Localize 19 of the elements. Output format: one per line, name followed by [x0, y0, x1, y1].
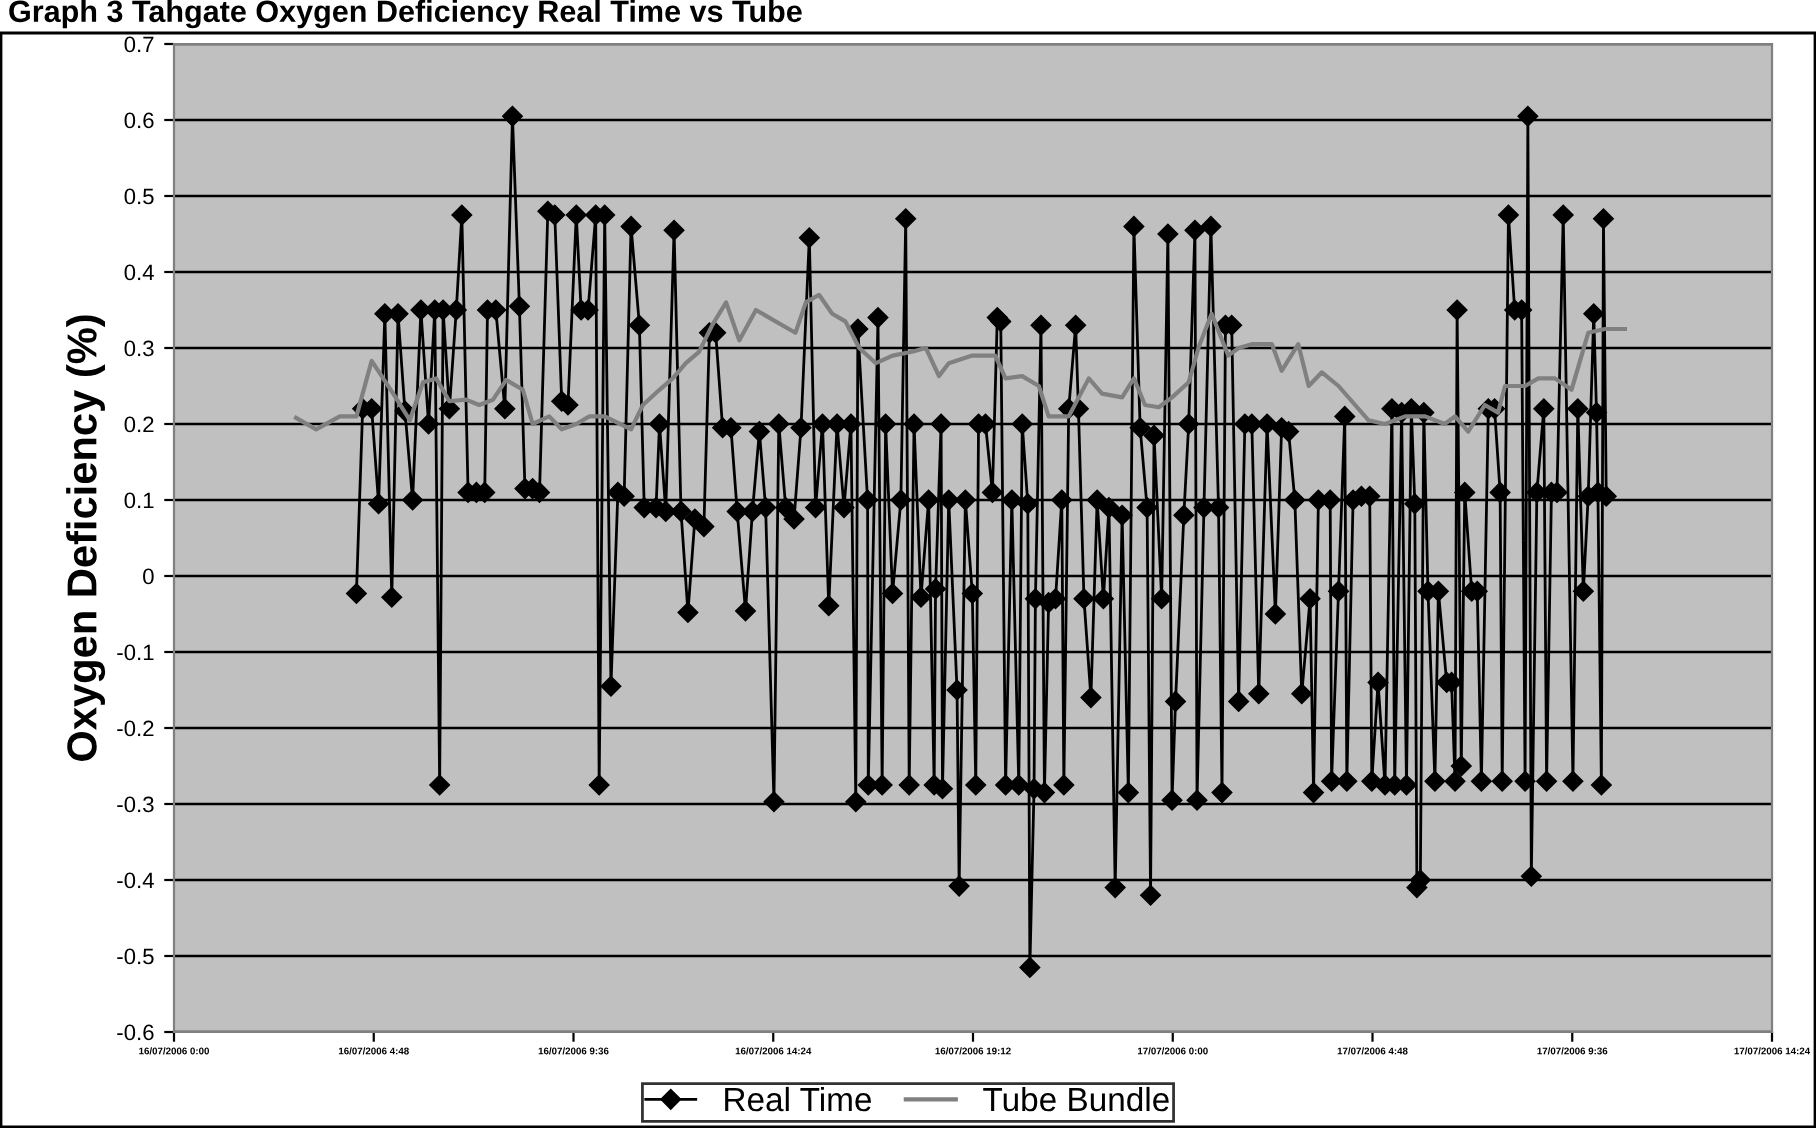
y-tick-label: -0.5	[117, 948, 154, 965]
chart-title: Graph 3 Tahgate Oxygen Deficiency Real Time vs Tube	[9, 0, 802, 29]
y-tick-label: 0	[143, 568, 154, 585]
y-tick-label: 0.7	[124, 36, 154, 53]
y-tick-label: 0.2	[124, 416, 154, 433]
y-tick-label: -0.4	[117, 872, 154, 889]
y-tick-label: 0.6	[124, 112, 154, 129]
y-tick-label: -0.1	[117, 644, 154, 661]
y-axis-title: Oxygen Deficiency (%)	[66, 315, 106, 761]
y-tick-label: -0.3	[117, 796, 154, 813]
y-tick-label: -0.2	[117, 720, 154, 737]
y-tick-label: 0.4	[124, 264, 154, 281]
y-tick-label: 0.3	[124, 340, 154, 357]
y-tick-label: 0.1	[124, 492, 154, 509]
legend-label: Tube Bundle	[983, 1086, 1169, 1112]
y-tick-label: -0.6	[117, 1024, 154, 1041]
line-series	[293, 292, 1628, 434]
legend-label: Real Time	[725, 1086, 871, 1112]
y-tick-label: 0.5	[124, 188, 154, 205]
